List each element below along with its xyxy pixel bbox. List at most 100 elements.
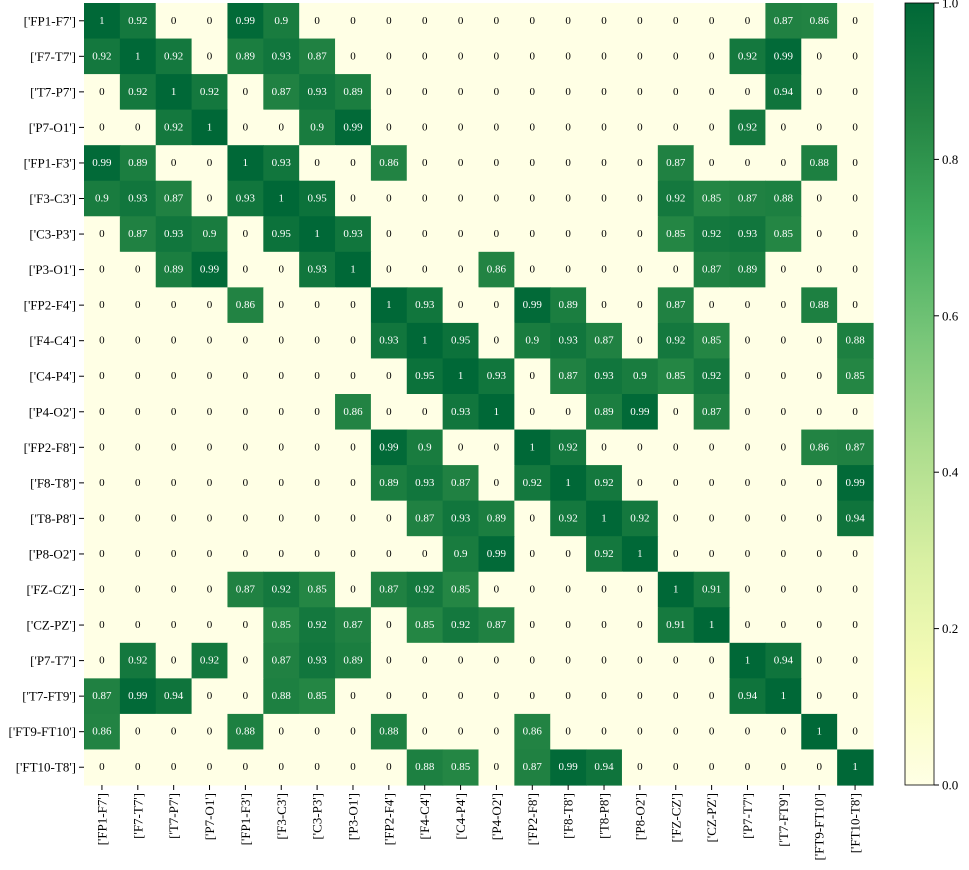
cell-value-label: 0 bbox=[494, 761, 500, 773]
heatmap-cell bbox=[370, 678, 408, 715]
cell-value-label: 0 bbox=[745, 15, 751, 27]
heatmap-cell bbox=[478, 180, 515, 217]
cell-value-label: 0 bbox=[852, 406, 858, 418]
heatmap-cell bbox=[657, 216, 695, 253]
cell-value-label: 1 bbox=[852, 761, 858, 773]
colorbar-tick-label: 1.0 bbox=[942, 0, 958, 11]
heatmap-cell bbox=[801, 536, 838, 573]
heatmap-cell bbox=[514, 713, 551, 751]
cell-value-label: 0 bbox=[673, 761, 679, 773]
cell-value-label: 0.89 bbox=[738, 264, 758, 276]
cell-value-label: 0 bbox=[565, 86, 571, 98]
cell-value-label: 0.88 bbox=[810, 157, 830, 169]
heatmap-cell bbox=[693, 571, 731, 608]
heatmap-cell bbox=[693, 3, 731, 40]
heatmap-cell bbox=[263, 394, 300, 431]
y-tick-label: ['T7-FT9'] bbox=[22, 689, 76, 704]
heatmap-cell bbox=[299, 216, 336, 253]
heatmap-cell bbox=[263, 109, 300, 146]
y-tick-label: ['CZ-PZ'] bbox=[27, 618, 76, 633]
heatmap-cell bbox=[155, 749, 193, 786]
cell-value-label: 0.86 bbox=[92, 726, 112, 738]
cell-value-label: 0 bbox=[601, 264, 607, 276]
cell-value-label: 0 bbox=[386, 228, 392, 240]
cell-value-label: 0.92 bbox=[666, 193, 685, 205]
cell-value-label: 0 bbox=[279, 406, 285, 418]
cell-value-label: 0 bbox=[386, 86, 392, 98]
cell-value-label: 0 bbox=[601, 299, 607, 311]
heatmap-cell bbox=[729, 500, 767, 537]
heatmap-cell bbox=[514, 251, 551, 288]
cell-value-label: 0 bbox=[637, 121, 643, 133]
heatmap-cell bbox=[406, 429, 444, 466]
cell-value-label: 0 bbox=[601, 157, 607, 169]
heatmap-cell bbox=[478, 642, 515, 679]
heatmap-cell bbox=[155, 358, 193, 395]
cell-value-label: 0.93 bbox=[272, 50, 292, 62]
cell-value-label: 0.87 bbox=[738, 193, 758, 205]
cell-value-label: 0.87 bbox=[702, 264, 722, 276]
heatmap-cell bbox=[657, 500, 695, 537]
cell-value-label: 0 bbox=[852, 726, 858, 738]
y-tick-label: ['C4-P4'] bbox=[29, 369, 76, 384]
heatmap-cell bbox=[765, 322, 802, 360]
y-tick-label: ['F4-C4'] bbox=[29, 333, 76, 348]
cell-value-label: 0 bbox=[637, 619, 643, 631]
cell-value-label: 0 bbox=[601, 584, 607, 596]
cell-value-label: 0 bbox=[745, 512, 751, 524]
heatmap-cell bbox=[478, 749, 515, 786]
cell-value-label: 0 bbox=[279, 548, 285, 560]
cell-value-label: 0 bbox=[637, 193, 643, 205]
heatmap-cell bbox=[155, 251, 193, 288]
heatmap-cell bbox=[478, 216, 515, 253]
heatmap-cell bbox=[514, 145, 551, 182]
cell-value-label: 0 bbox=[99, 512, 105, 524]
heatmap-cell bbox=[370, 465, 408, 502]
cell-value-label: 0.99 bbox=[774, 50, 794, 62]
heatmap-cell bbox=[657, 322, 695, 360]
heatmap-cell bbox=[119, 571, 157, 608]
x-tick-label: ['FP2-F4'] bbox=[381, 793, 396, 845]
heatmap-cell bbox=[155, 322, 193, 360]
cell-value-label: 0.88 bbox=[379, 726, 399, 738]
cell-value-label: 0 bbox=[386, 761, 392, 773]
heatmap-cell bbox=[227, 571, 264, 608]
heatmap-cell bbox=[801, 74, 838, 111]
heatmap-cell bbox=[227, 180, 264, 217]
heatmap-cell bbox=[191, 678, 229, 715]
heatmap-cell bbox=[442, 145, 480, 182]
cell-value-label: 0 bbox=[781, 264, 787, 276]
cell-value-label: 0 bbox=[781, 370, 787, 382]
cell-value-label: 0 bbox=[852, 121, 858, 133]
cell-value-label: 0 bbox=[601, 50, 607, 62]
cell-value-label: 0.88 bbox=[272, 690, 292, 702]
heatmap-cell bbox=[765, 642, 802, 679]
cell-value-label: 0.93 bbox=[307, 655, 327, 667]
heatmap-cell bbox=[621, 749, 659, 786]
heatmap-cell bbox=[406, 180, 444, 217]
cell-value-label: 0 bbox=[494, 335, 500, 347]
cell-value-label: 0 bbox=[171, 299, 177, 311]
heatmap-cell bbox=[155, 38, 193, 75]
heatmap-cell bbox=[657, 429, 695, 466]
heatmap-cell bbox=[801, 465, 838, 502]
heatmap-cell bbox=[586, 429, 623, 466]
cell-value-label: 0 bbox=[135, 441, 141, 453]
heatmap-cell bbox=[406, 642, 444, 679]
heatmap-cell bbox=[370, 180, 408, 217]
heatmap-cell bbox=[621, 465, 659, 502]
cell-value-label: 0 bbox=[135, 406, 141, 418]
heatmap-cell bbox=[514, 109, 551, 146]
heatmap-cell bbox=[84, 38, 121, 75]
x-tick-label: ['P4-O2'] bbox=[489, 793, 504, 840]
heatmap-cell bbox=[442, 571, 480, 608]
cell-value-label: 0 bbox=[99, 477, 105, 489]
cell-value-label: 0 bbox=[494, 477, 500, 489]
cell-value-label: 0 bbox=[637, 228, 643, 240]
cell-value-label: 0 bbox=[243, 86, 249, 98]
cell-value-label: 0 bbox=[350, 548, 356, 560]
cell-value-label: 0.86 bbox=[810, 441, 830, 453]
heatmap-cell bbox=[550, 536, 587, 573]
heatmap-cell bbox=[586, 607, 623, 644]
heatmap-cell bbox=[837, 251, 874, 288]
